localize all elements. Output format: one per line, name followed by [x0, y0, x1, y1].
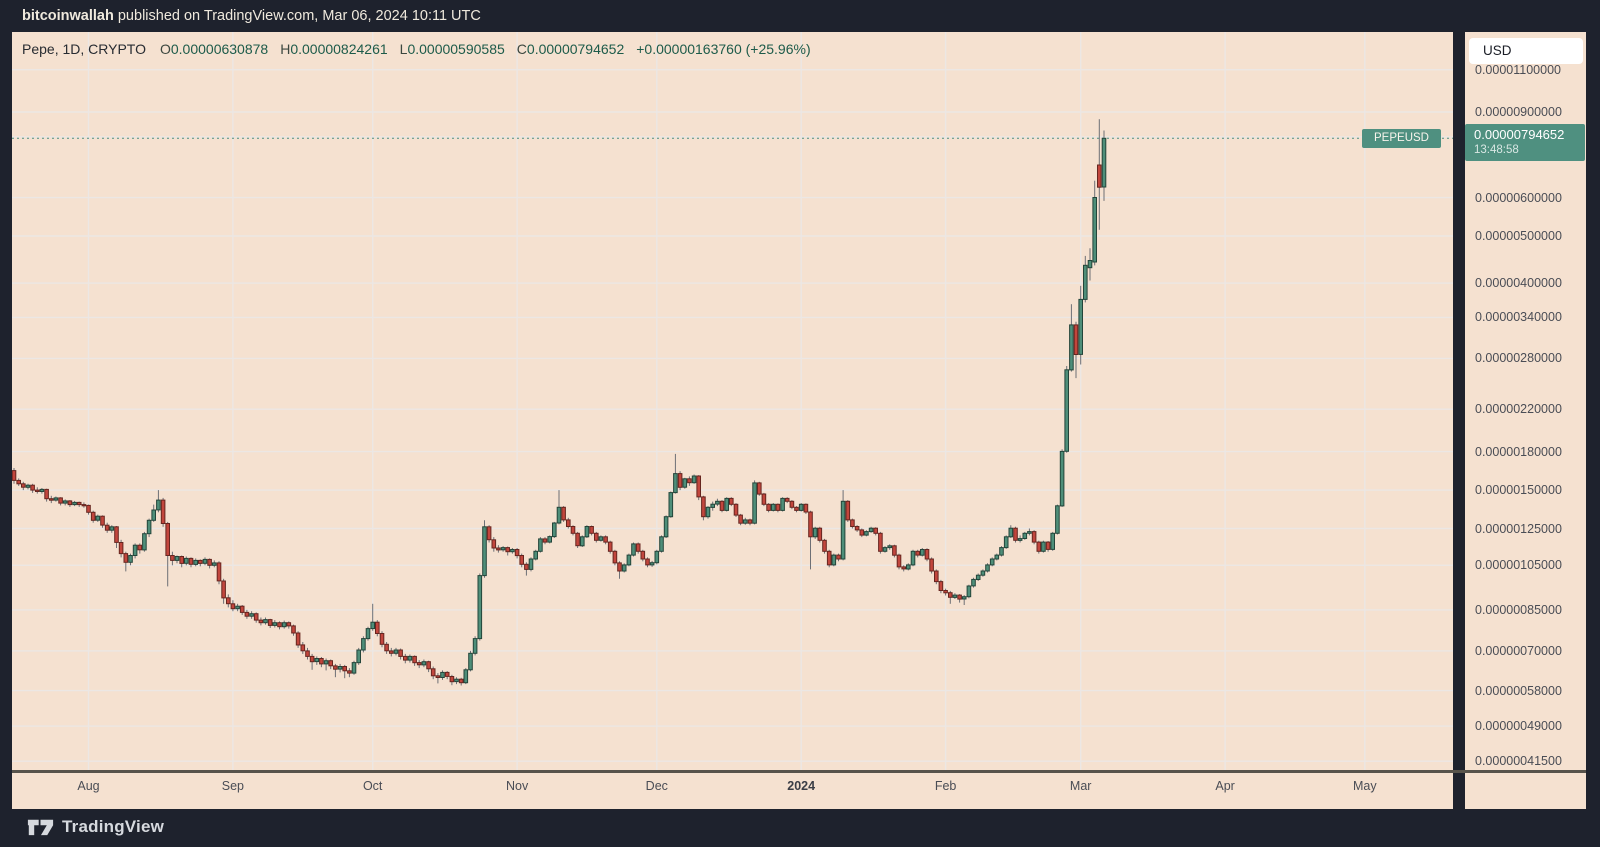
price-tick-label: 0.00000070000 [1475, 643, 1562, 658]
time-tick-label: 2024 [787, 779, 816, 793]
price-tick-label: 0.00000049000 [1475, 719, 1562, 734]
axis-corner-cell [1465, 773, 1586, 809]
last-price-tag: 0.00000794652 13:48:58 [1465, 124, 1585, 162]
tradingview-brand-text: TradingView [62, 817, 165, 836]
price-tick-label: 0.00000085000 [1475, 602, 1562, 617]
price-tick-label: 0.00000041500 [1475, 754, 1562, 769]
tradingview-logo-icon [27, 819, 54, 836]
price-tick-label: 0.00000340000 [1475, 310, 1562, 325]
ohlc-legend: Pepe, 1D, CRYPTO O0.00000630878 H0.0000082… [22, 41, 811, 59]
last-price-value: 0.00000794652 [1474, 127, 1565, 143]
last-price-time: 13:48:58 [1474, 144, 1519, 157]
time-tick-label: Dec [645, 779, 668, 793]
footer-bar: TradingView [0, 809, 1600, 847]
time-tick-label: Mar [1069, 779, 1092, 793]
high-label: H [280, 41, 291, 57]
time-tick-label: Apr [1215, 779, 1235, 793]
time-tick-label: Sep [221, 779, 245, 793]
price-tick-label: 0.00000900000 [1475, 105, 1562, 119]
symbol-title: Pepe, 1D, CRYPTO [22, 41, 146, 57]
candlestick-chart[interactable] [12, 32, 1453, 770]
price-tick-label: 0.00000125000 [1475, 521, 1562, 536]
price-tick-label: 0.00000280000 [1475, 351, 1562, 366]
tradingview-link[interactable]: TradingView [27, 816, 164, 838]
time-tick-label: Oct [362, 779, 383, 793]
low-label: L [399, 41, 408, 57]
price-tick-label: 0.00000150000 [1475, 483, 1562, 498]
time-tick-label: Aug [77, 779, 100, 793]
close-value: 0.00000794652 [526, 41, 625, 57]
price-tick-label: 0.00000400000 [1475, 276, 1562, 291]
time-tick-label: Nov [505, 779, 529, 793]
price-tick-label: 0.00000600000 [1475, 190, 1562, 205]
open-label: O [159, 41, 171, 57]
publisher-name: bitcoinwallah [22, 8, 114, 24]
change-value: +0.00000163760 (+25.96%) [636, 41, 811, 57]
open-value: 0.00000630878 [170, 41, 269, 57]
price-tick-label: 0.00000500000 [1475, 229, 1562, 243]
currency-button[interactable]: USD [1469, 38, 1583, 64]
publisher-bar: bitcoinwallah published on TradingView.c… [0, 0, 1600, 32]
symbol-price-badge: PEPEUSD [1362, 128, 1441, 148]
publisher-text: published on TradingView.com, Mar 06, 20… [113, 8, 481, 24]
high-value: 0.00000824261 [290, 41, 388, 57]
time-axis[interactable]: Aug Sep Oct Nov Dec 2024 Feb Mar Apr May [12, 773, 1453, 809]
price-tick-label: 0.00001100000 [1475, 62, 1561, 77]
time-axis-border [12, 770, 1586, 773]
low-value: 0.00000590585 [407, 41, 505, 57]
price-tick-label: 0.00000180000 [1475, 444, 1562, 459]
price-tick-label: 0.00000058000 [1475, 683, 1562, 698]
chart-plot-area[interactable] [12, 32, 1453, 770]
price-tick-label: 0.00000220000 [1475, 402, 1562, 417]
close-label: C [516, 41, 527, 57]
price-tick-label: 0.00000105000 [1475, 558, 1562, 573]
time-tick-label: May [1352, 779, 1377, 793]
time-tick-label: Feb [934, 779, 957, 793]
